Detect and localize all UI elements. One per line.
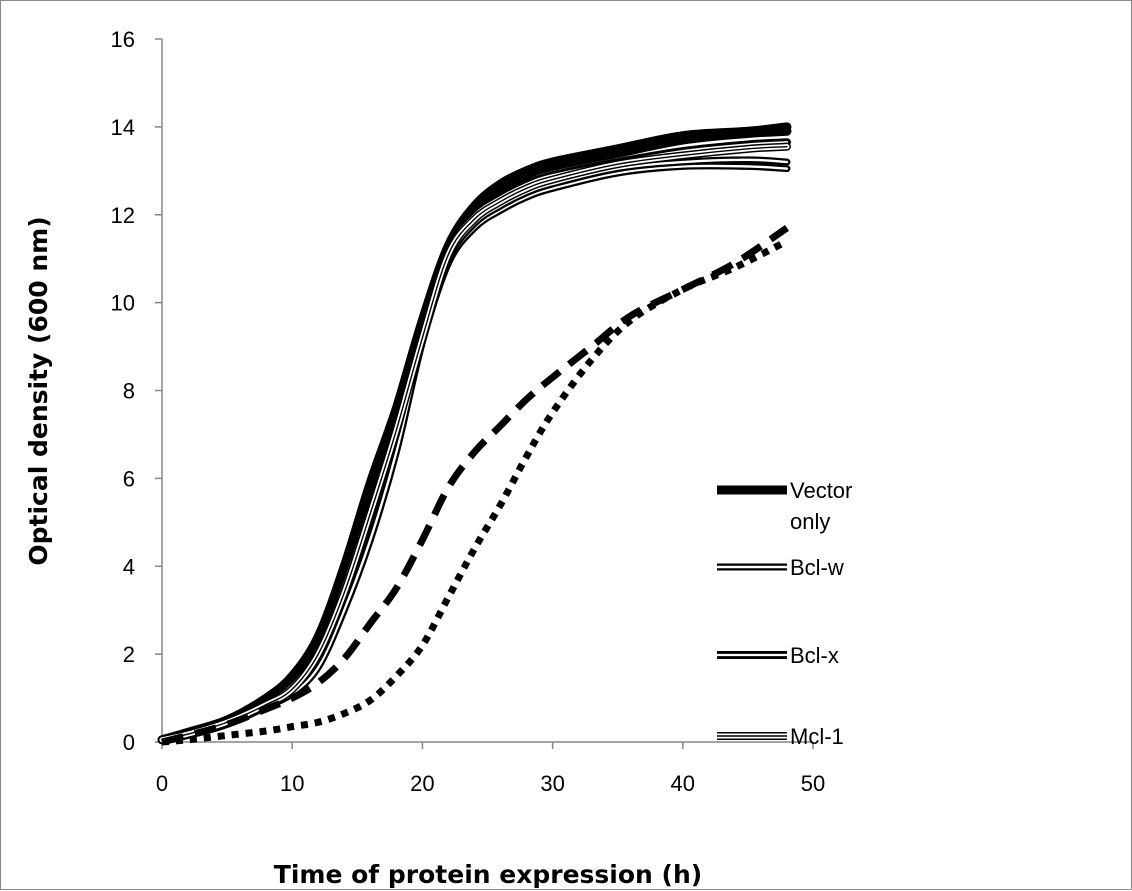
legend-label: Bcl-w — [790, 555, 844, 580]
legend-label: Vector only — [790, 478, 852, 534]
y-tick-label: 0 — [123, 730, 135, 755]
legend: Vector only Bcl-w Bcl-x Mcl-1 — [717, 478, 852, 749]
y-tick-label: 4 — [123, 554, 135, 579]
series-stroke — [161, 237, 789, 746]
legend-label: Bcl-x — [790, 643, 839, 668]
series-stroke — [158, 142, 791, 744]
axes: 0 2 4 6 8 10 12 14 16 0 10 20 30 40 50 — [111, 27, 826, 796]
y-tick-label: 12 — [111, 203, 135, 228]
legend-item-mcl-1: Mcl-1 — [717, 724, 844, 749]
x-tick-label: 10 — [280, 771, 304, 796]
legend-label-line: Vector — [790, 478, 852, 503]
y-tick-label: 8 — [123, 379, 135, 404]
legend-item-bcl-w: Bcl-w — [717, 555, 844, 580]
x-tick-label: 0 — [156, 771, 168, 796]
series-line-mcl-1 — [158, 142, 791, 744]
legend-label: Mcl-1 — [790, 724, 844, 749]
y-tick-label: 10 — [111, 291, 135, 316]
x-tick-label: 20 — [410, 771, 434, 796]
series-line-dashed-curve — [161, 225, 789, 746]
series-stroke — [161, 145, 788, 741]
x-tick-label: 50 — [801, 771, 825, 796]
series-stroke — [159, 144, 790, 743]
legend-item-vector-only: Vector only — [717, 478, 852, 534]
x-tick-label: 30 — [540, 771, 564, 796]
x-tick-label: 40 — [671, 771, 695, 796]
y-tick-label: 6 — [123, 466, 135, 491]
series-line-dotted-curve — [161, 237, 789, 746]
y-axis-title: Optical density (600 nm) — [24, 216, 53, 565]
series-stroke — [161, 225, 789, 746]
legend-label-line: only — [790, 509, 830, 534]
x-axis-title: Time of protein expression (h) — [274, 860, 702, 889]
y-tick-label: 14 — [111, 115, 135, 140]
legend-item-bcl-x: Bcl-x — [717, 643, 839, 668]
y-tick-label: 16 — [111, 27, 135, 52]
y-tick-label: 2 — [123, 642, 135, 667]
series-layer — [157, 122, 792, 746]
